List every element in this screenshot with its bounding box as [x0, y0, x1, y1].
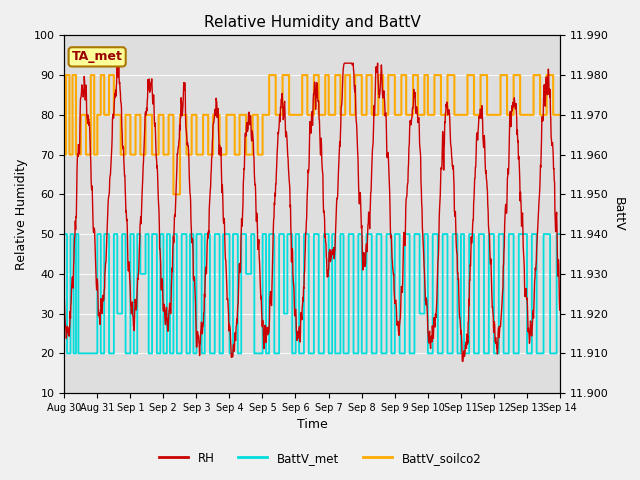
Y-axis label: BattV: BattV — [612, 197, 625, 231]
Bar — [64, 36, 560, 393]
Y-axis label: Relative Humidity: Relative Humidity — [15, 158, 28, 270]
Title: Relative Humidity and BattV: Relative Humidity and BattV — [204, 15, 420, 30]
X-axis label: Time: Time — [296, 419, 328, 432]
Text: TA_met: TA_met — [72, 50, 123, 63]
Legend: RH, BattV_met, BattV_soilco2: RH, BattV_met, BattV_soilco2 — [154, 447, 486, 469]
